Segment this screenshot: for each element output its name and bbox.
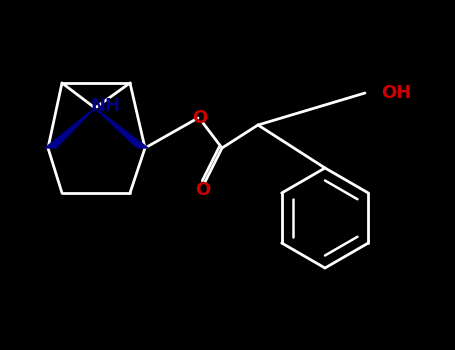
- Polygon shape: [95, 108, 148, 148]
- Text: O: O: [195, 181, 211, 199]
- Text: OH: OH: [381, 84, 411, 102]
- Text: NH: NH: [90, 97, 120, 115]
- Text: O: O: [192, 109, 207, 127]
- Polygon shape: [45, 108, 95, 148]
